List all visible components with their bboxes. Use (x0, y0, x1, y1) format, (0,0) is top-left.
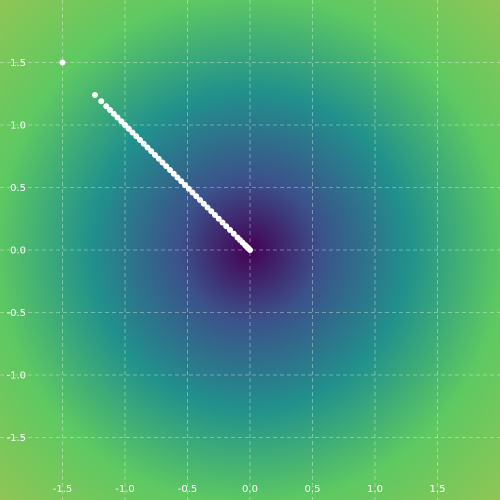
y-tick-label: 1.0 (10, 121, 26, 132)
data-point (174, 174, 181, 181)
y-tick-label: 0.0 (10, 246, 26, 257)
data-point (144, 144, 151, 151)
data-point (227, 227, 233, 233)
data-point (219, 219, 226, 226)
data-point (137, 137, 143, 143)
x-tick-label: 1.5 (430, 484, 446, 495)
data-point (204, 204, 211, 211)
data-point (247, 247, 253, 253)
data-point (114, 114, 121, 121)
x-tick-label: -0.5 (178, 484, 198, 495)
data-point (193, 193, 200, 200)
data-point (197, 197, 203, 203)
data-point (140, 140, 147, 147)
data-point (182, 182, 188, 188)
y-tick-label: -0.5 (6, 308, 26, 319)
data-point (178, 178, 185, 185)
data-point (230, 230, 237, 237)
data-point (152, 152, 158, 158)
y-axis-tick-labels: -1.5 -1.0 -0.5 0.0 0.5 1.0 1.5 (6, 58, 26, 444)
data-point (155, 155, 162, 162)
x-tick-label: 0.5 (305, 484, 321, 495)
data-points (59, 59, 253, 253)
data-point (107, 107, 113, 113)
data-point (98, 98, 105, 105)
data-point (185, 185, 192, 192)
data-point (118, 118, 125, 125)
data-point (129, 129, 136, 136)
x-tick-label: 1.0 (367, 484, 383, 495)
data-point (125, 125, 132, 132)
data-point (110, 110, 117, 117)
data-point (212, 212, 218, 218)
x-tick-label: -1.5 (53, 484, 73, 495)
data-point (200, 200, 207, 207)
x-axis-tick-labels: -1.5 -1.0 -0.5 0.0 0.5 1.0 1.5 (53, 484, 446, 495)
data-point (133, 133, 140, 140)
y-tick-label: 1.5 (10, 58, 26, 69)
data-point (189, 189, 196, 196)
data-point (167, 167, 173, 173)
data-point (148, 148, 155, 155)
y-tick-label: -1.5 (6, 433, 26, 444)
data-point (122, 122, 128, 128)
data-point (103, 103, 110, 110)
data-point (163, 163, 170, 170)
y-tick-label: 0.5 (10, 183, 26, 194)
data-point (92, 92, 98, 98)
data-point (208, 208, 215, 215)
data-point (215, 215, 222, 222)
y-tick-label: -1.0 (6, 371, 26, 382)
data-point (59, 59, 66, 66)
data-point (170, 170, 177, 177)
x-tick-label: -1.0 (115, 484, 135, 495)
data-point (223, 223, 230, 230)
data-point (159, 159, 166, 166)
x-tick-label: 0.0 (242, 484, 258, 495)
